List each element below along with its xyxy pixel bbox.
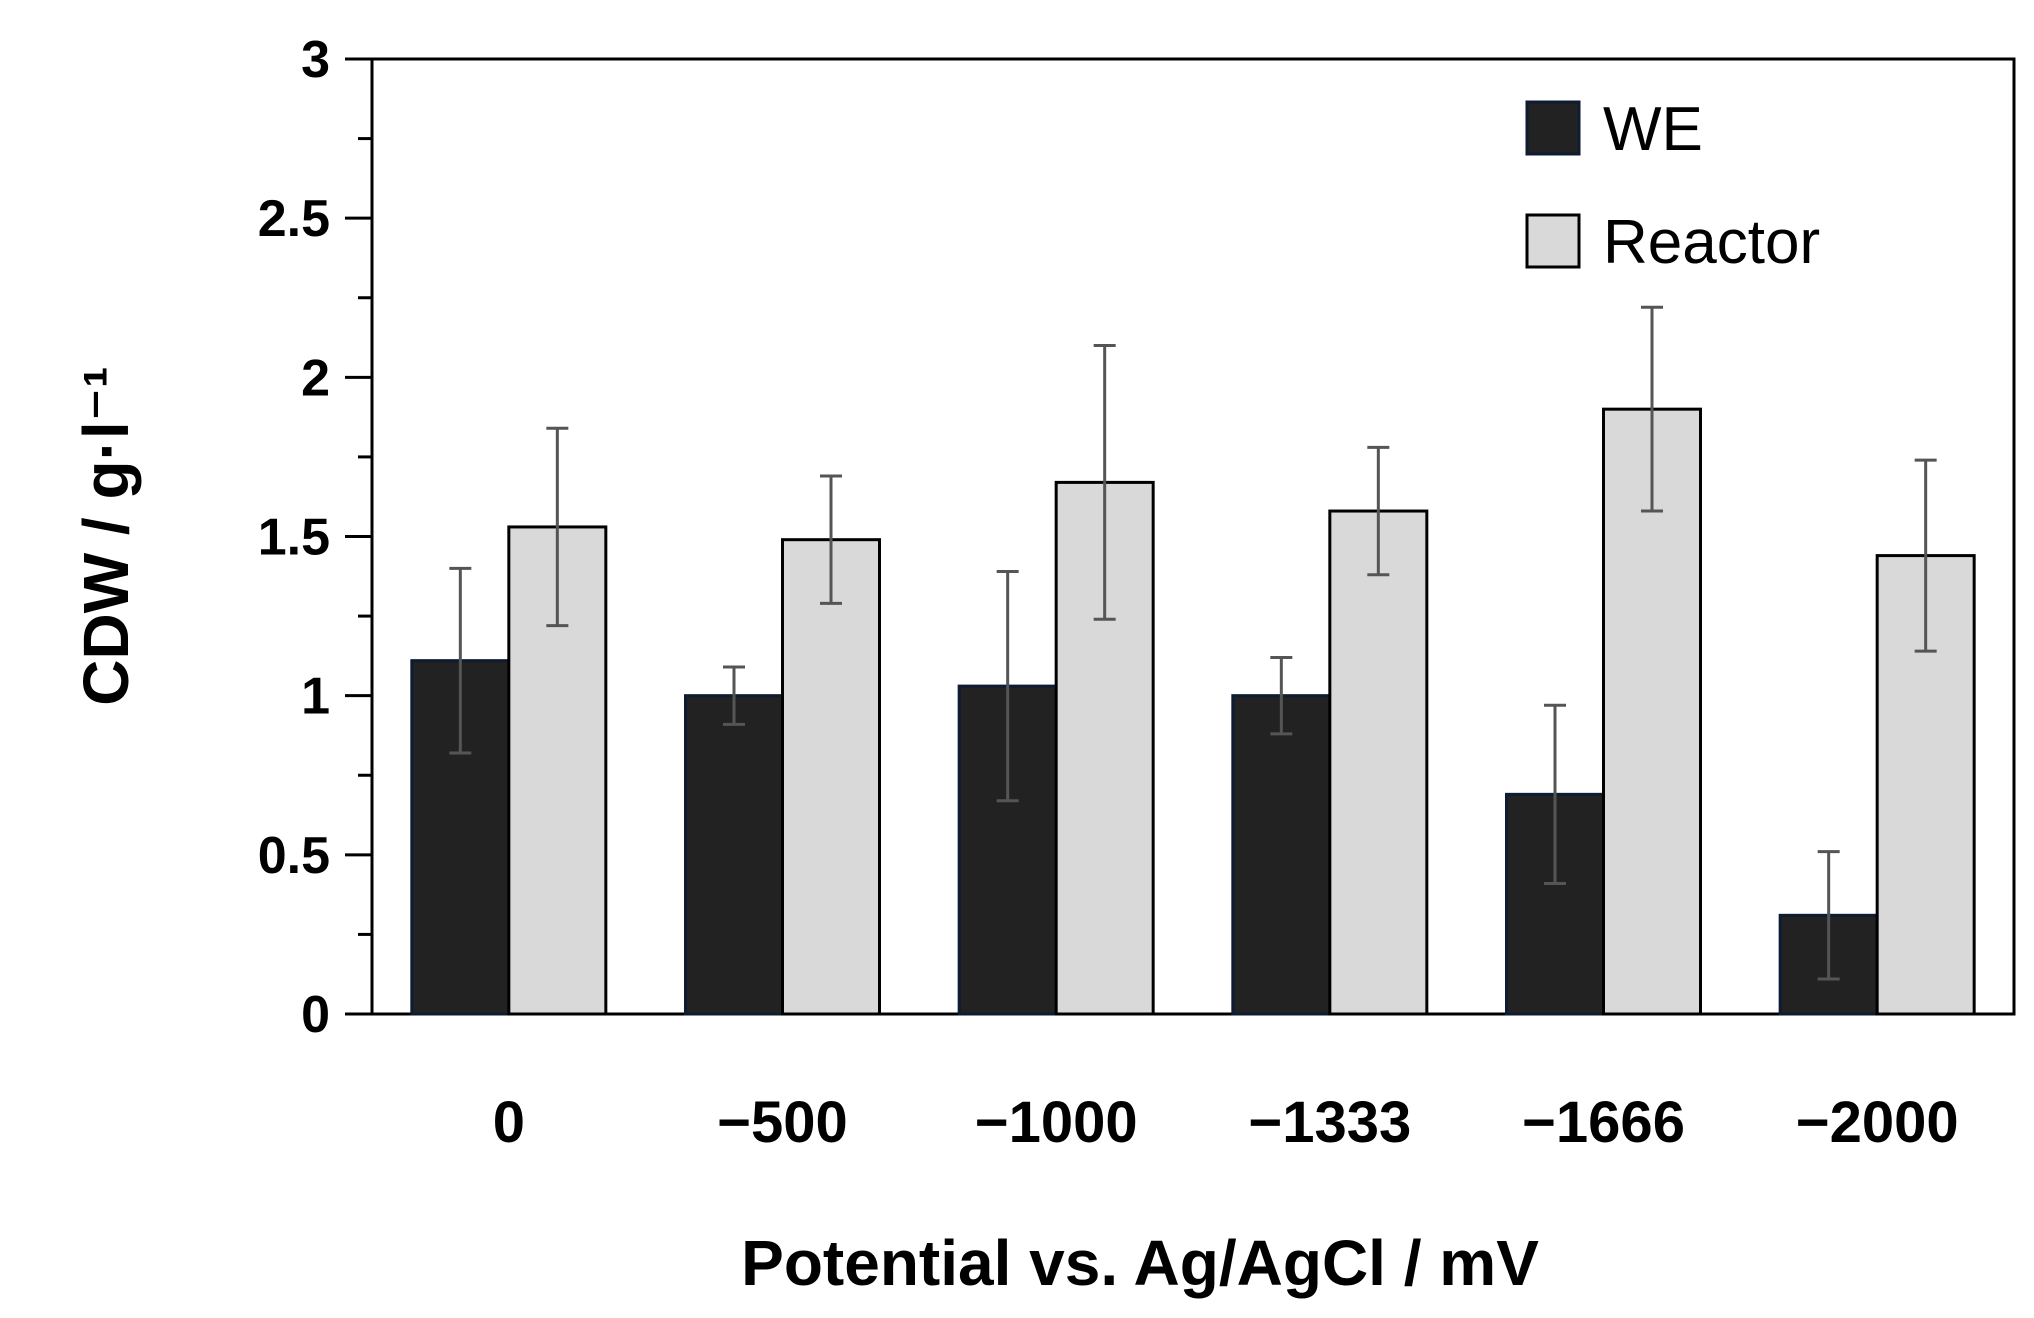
x-axis-label: Potential vs. Ag/AgCl / mV bbox=[741, 1227, 1539, 1299]
x-tick-label: −1000 bbox=[975, 1090, 1138, 1155]
y-tick-label: 2.5 bbox=[258, 190, 330, 248]
y-axis-label: CDW / g·l⁻¹ bbox=[70, 366, 142, 705]
y-tick-label: 1 bbox=[301, 668, 330, 726]
legend-label-we: WE bbox=[1603, 95, 1703, 164]
bar-reactor bbox=[1328, 509, 1429, 1016]
x-tick-label: −2000 bbox=[1796, 1090, 1959, 1155]
axes bbox=[345, 57, 2016, 1016]
bar-reactor bbox=[781, 538, 881, 1016]
legend-swatch-we bbox=[1525, 100, 1581, 156]
x-tick-label: −1666 bbox=[1522, 1090, 1685, 1155]
x-tick-label: −1333 bbox=[1248, 1090, 1411, 1155]
bar-we bbox=[1231, 694, 1332, 1016]
y-tick-label: 2 bbox=[301, 349, 330, 407]
y-tick-label: 1.5 bbox=[258, 509, 330, 567]
bars bbox=[410, 305, 1976, 1016]
legend-label-reactor: Reactor bbox=[1603, 208, 1820, 277]
tick-labels: 0 0.5 1 1.5 2 2.5 3 0 −500 −1000 −1333 −1666 −2000 bbox=[258, 31, 1959, 1155]
y-tick-label: 3 bbox=[301, 31, 330, 89]
legend: WE Reactor bbox=[1525, 95, 1820, 277]
y-tick-label: 0.5 bbox=[258, 827, 330, 885]
legend-swatch-reactor bbox=[1525, 213, 1581, 269]
plot-frame bbox=[370, 57, 2016, 1016]
bar-we bbox=[684, 694, 784, 1016]
x-tick-label: −500 bbox=[717, 1090, 848, 1155]
x-tick-label: 0 bbox=[493, 1090, 525, 1155]
y-tick-label: 0 bbox=[301, 986, 330, 1044]
